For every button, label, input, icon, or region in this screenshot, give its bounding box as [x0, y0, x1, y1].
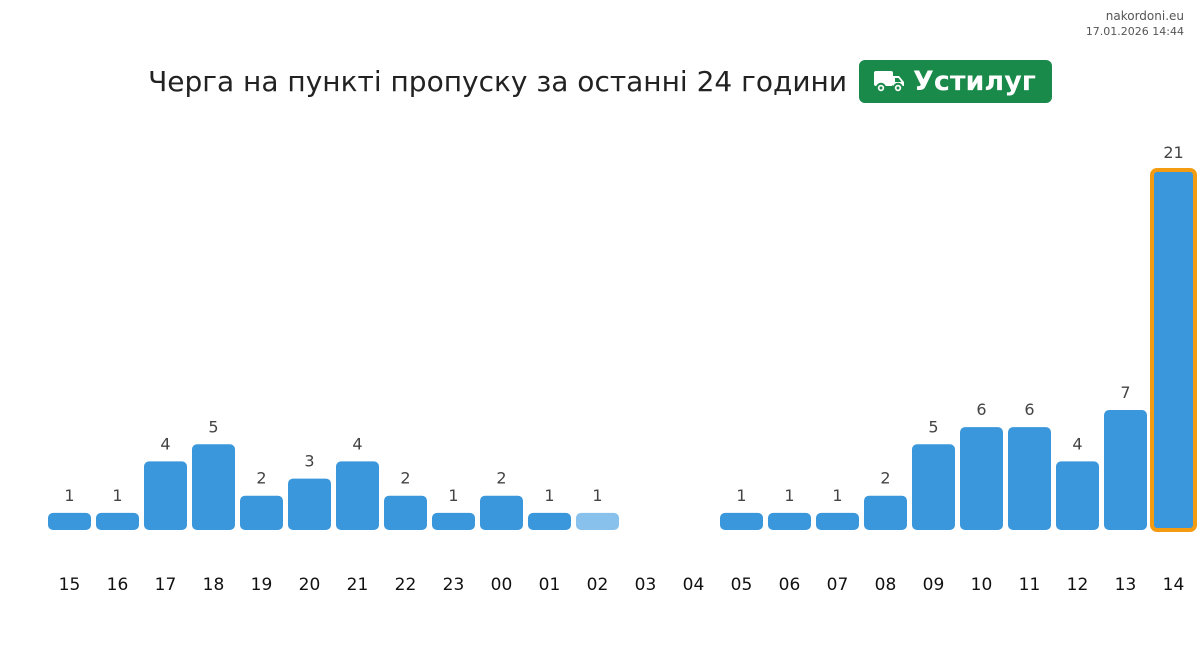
bar[interactable]	[960, 427, 1003, 530]
checkpoint-name: Устилуг	[913, 65, 1036, 97]
x-tick-label: 21	[347, 575, 369, 595]
watermark: nakordoni.eu 17.01.2026 14:44	[1086, 9, 1184, 39]
x-tick-label: 12	[1067, 575, 1089, 595]
timestamp: 17.01.2026 14:44	[1085, 25, 1184, 38]
bar-value-label: 21	[1163, 143, 1183, 162]
bar[interactable]	[912, 444, 955, 530]
bar-value-label: 6	[976, 400, 986, 419]
bar-value-label: 2	[256, 469, 266, 488]
x-tick-label: 22	[395, 575, 417, 595]
x-tick-label: 05	[731, 575, 753, 595]
x-tick-label: 16	[107, 575, 129, 595]
x-tick-label: 13	[1115, 575, 1137, 595]
bar-value-label: 1	[592, 486, 602, 505]
bar-value-label: 1	[784, 486, 794, 505]
bar-value-label: 2	[880, 469, 890, 488]
bar-value-label: 2	[400, 469, 410, 488]
bar-value-label: 1	[736, 486, 746, 505]
x-tick-label: 06	[779, 575, 801, 595]
bar[interactable]	[864, 495, 907, 530]
bar-value-label: 7	[1120, 383, 1130, 402]
bar-value-label: 3	[304, 452, 314, 471]
x-tick-label: 15	[59, 575, 81, 595]
x-tick-label: 11	[1019, 575, 1041, 595]
bar[interactable]	[384, 495, 427, 530]
x-tick-label: 10	[971, 575, 993, 595]
bar[interactable]	[1008, 427, 1051, 530]
bar-value-label: 6	[1024, 400, 1034, 419]
bar-value-label: 1	[544, 486, 554, 505]
bar-value-label: 5	[928, 417, 938, 436]
bar[interactable]	[192, 444, 235, 530]
bar-value-label: 1	[832, 486, 842, 505]
bar-value-label: 4	[1072, 434, 1082, 453]
x-tick-label: 07	[827, 575, 849, 595]
x-tick-label: 23	[443, 575, 465, 595]
x-tick-label: 17	[155, 575, 177, 595]
truck-icon	[874, 71, 905, 94]
bar[interactable]	[144, 461, 187, 530]
chart-header: Черга на пункті пропуску за останні 24 г…	[0, 58, 1200, 104]
bar-value-label: 5	[208, 417, 218, 436]
bar-value-label: 1	[448, 486, 458, 505]
x-tick-label: 04	[683, 575, 705, 595]
x-tick-label: 01	[539, 575, 561, 595]
x-tick-label: 20	[299, 575, 321, 595]
bar[interactable]	[48, 512, 91, 530]
bar[interactable]	[768, 512, 811, 530]
bar-value-label: 1	[112, 486, 122, 505]
checkpoint-badge: Устилуг	[859, 59, 1052, 103]
bar[interactable]	[240, 495, 283, 530]
bar-value-label: 4	[160, 434, 170, 453]
bar[interactable]	[336, 461, 379, 530]
x-tick-label: 00	[491, 575, 513, 595]
bar[interactable]	[480, 495, 523, 530]
chart-title: Черга на пункті пропуску за останні 24 г…	[148, 64, 848, 98]
bar[interactable]	[720, 512, 763, 530]
x-tick-label: 14	[1163, 575, 1185, 595]
x-tick-label: 09	[923, 575, 945, 595]
bar[interactable]	[432, 512, 475, 530]
bar-value-label: 1	[64, 486, 74, 505]
bar-current-hour[interactable]	[1150, 168, 1197, 532]
site-name: nakordoni.eu	[1105, 9, 1184, 23]
bar[interactable]	[96, 512, 139, 530]
x-tick-label: 08	[875, 575, 897, 595]
bar[interactable]	[528, 512, 571, 530]
x-tick-label: 03	[635, 575, 657, 595]
x-tick-label: 19	[251, 575, 273, 595]
bar[interactable]	[1056, 461, 1099, 530]
bar-value-label: 4	[352, 434, 362, 453]
bar[interactable]	[816, 512, 859, 530]
bar-value-label: 2	[496, 469, 506, 488]
x-tick-label: 02	[587, 575, 609, 595]
bar[interactable]	[288, 478, 331, 530]
bar[interactable]	[576, 512, 619, 530]
x-tick-label: 18	[203, 575, 225, 595]
bar[interactable]	[1104, 410, 1147, 530]
